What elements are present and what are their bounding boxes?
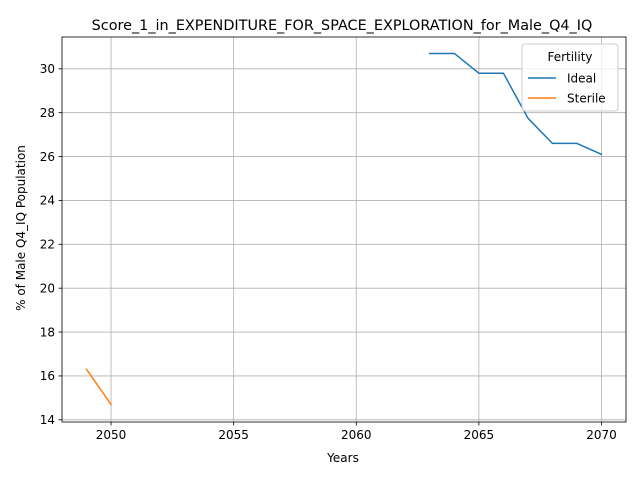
y-tick-label: 26 bbox=[40, 150, 55, 164]
y-tick-label: 14 bbox=[40, 413, 55, 427]
x-tick-label: 2070 bbox=[586, 428, 617, 442]
series-lines bbox=[85, 52, 603, 406]
plot-frame bbox=[61, 36, 627, 423]
x-tick-label: 2065 bbox=[464, 428, 495, 442]
legend-label-ideal: Ideal bbox=[567, 72, 596, 86]
legend-box bbox=[521, 43, 619, 112]
axis-ticks: 2050 2055 2060 2065 2070 14 16 18 20 22 24 26 28 30 bbox=[40, 62, 617, 442]
legend-title: Fertility bbox=[547, 50, 592, 64]
x-axis-label: Years bbox=[326, 451, 359, 465]
x-tick-label: 2050 bbox=[96, 428, 127, 442]
legend: Fertility Ideal Sterile bbox=[521, 43, 619, 112]
x-tick-label: 2055 bbox=[218, 428, 249, 442]
chart-title: Score_1_in_EXPENDITURE_FOR_SPACE_EXPLORA… bbox=[92, 18, 593, 34]
y-tick-label: 30 bbox=[40, 62, 55, 76]
series-line-ideal bbox=[429, 52, 603, 156]
y-tick-label: 22 bbox=[40, 238, 55, 252]
y-axis-label: % of Male Q4_IQ Population bbox=[14, 145, 28, 311]
legend-label-sterile: Sterile bbox=[567, 92, 606, 106]
y-tick-label: 20 bbox=[40, 281, 55, 295]
grid bbox=[62, 37, 626, 422]
legend-entries: Ideal Sterile bbox=[528, 72, 606, 106]
y-tick-label: 28 bbox=[40, 106, 55, 120]
y-tick-label: 18 bbox=[40, 325, 55, 339]
y-tick-label: 16 bbox=[40, 369, 55, 383]
x-tick-label: 2060 bbox=[341, 428, 372, 442]
series-line-sterile bbox=[85, 368, 113, 406]
y-tick-label: 24 bbox=[40, 194, 55, 208]
